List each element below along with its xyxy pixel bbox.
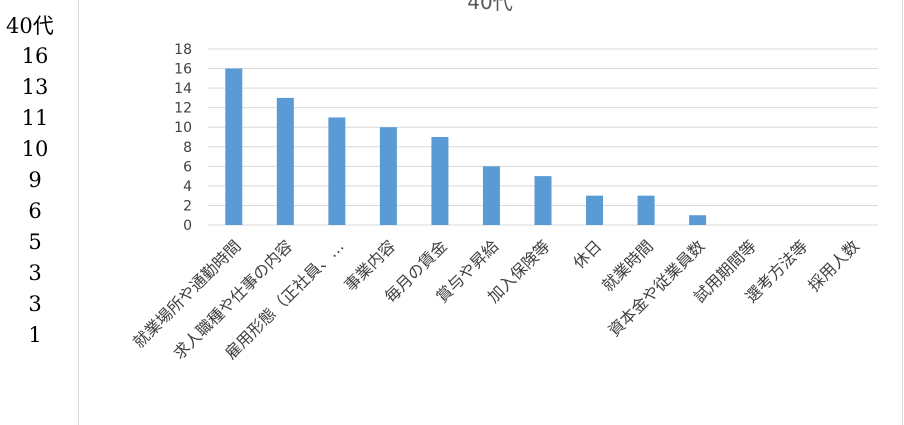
- bar: [637, 195, 655, 225]
- spreadsheet-column: 40代 16 13 11 10 9 6 5 3 3 1: [0, 0, 79, 425]
- cell-value: 1: [28, 323, 42, 347]
- cell-value: 10: [21, 137, 49, 161]
- cell-value: 13: [21, 75, 49, 99]
- bar: [328, 117, 346, 225]
- category-label: 採用人数: [804, 236, 863, 295]
- cell-value: 3: [28, 261, 42, 285]
- y-tick-label: 0: [183, 218, 192, 234]
- y-tick-label: 14: [174, 81, 192, 97]
- y-tick-label: 8: [183, 140, 192, 156]
- cell-value: 3: [28, 292, 42, 316]
- bar: [482, 166, 500, 225]
- y-tick-label: 4: [183, 179, 192, 195]
- y-tick-label: 10: [174, 120, 192, 136]
- cell-value: 6: [28, 199, 42, 223]
- cell-value: 16: [21, 44, 49, 68]
- cell-value: 11: [21, 106, 49, 130]
- bar: [431, 137, 449, 225]
- cell-value: 9: [28, 168, 42, 192]
- cell-value: 5: [28, 230, 42, 254]
- bar-chart: 40代 024681012141618就業場所や通勤時間求人職種や仕事の内容雇用…: [129, 0, 878, 363]
- bar: [586, 195, 604, 225]
- chart-title: 40代: [467, 0, 512, 14]
- chart-frame[interactable]: 40代 0 2 4 6 8 10 12 14 16 18 就業場所や通勤時間 求人職種や仕事の内容 雇用…: [80, 0, 903, 425]
- y-tick-label: 12: [174, 101, 192, 117]
- bar: [225, 68, 243, 225]
- bar: [276, 97, 294, 225]
- y-tick-label: 16: [174, 62, 192, 78]
- bar: [534, 176, 552, 225]
- column-header: 40代: [6, 14, 54, 38]
- y-tick-label: 18: [174, 42, 192, 58]
- y-tick-label: 6: [183, 159, 192, 175]
- category-label: 休日: [569, 236, 605, 272]
- category-label: 資本金や従業員数: [604, 236, 708, 340]
- bar: [379, 127, 397, 225]
- y-tick-label: 2: [183, 198, 192, 214]
- bar: [689, 215, 707, 225]
